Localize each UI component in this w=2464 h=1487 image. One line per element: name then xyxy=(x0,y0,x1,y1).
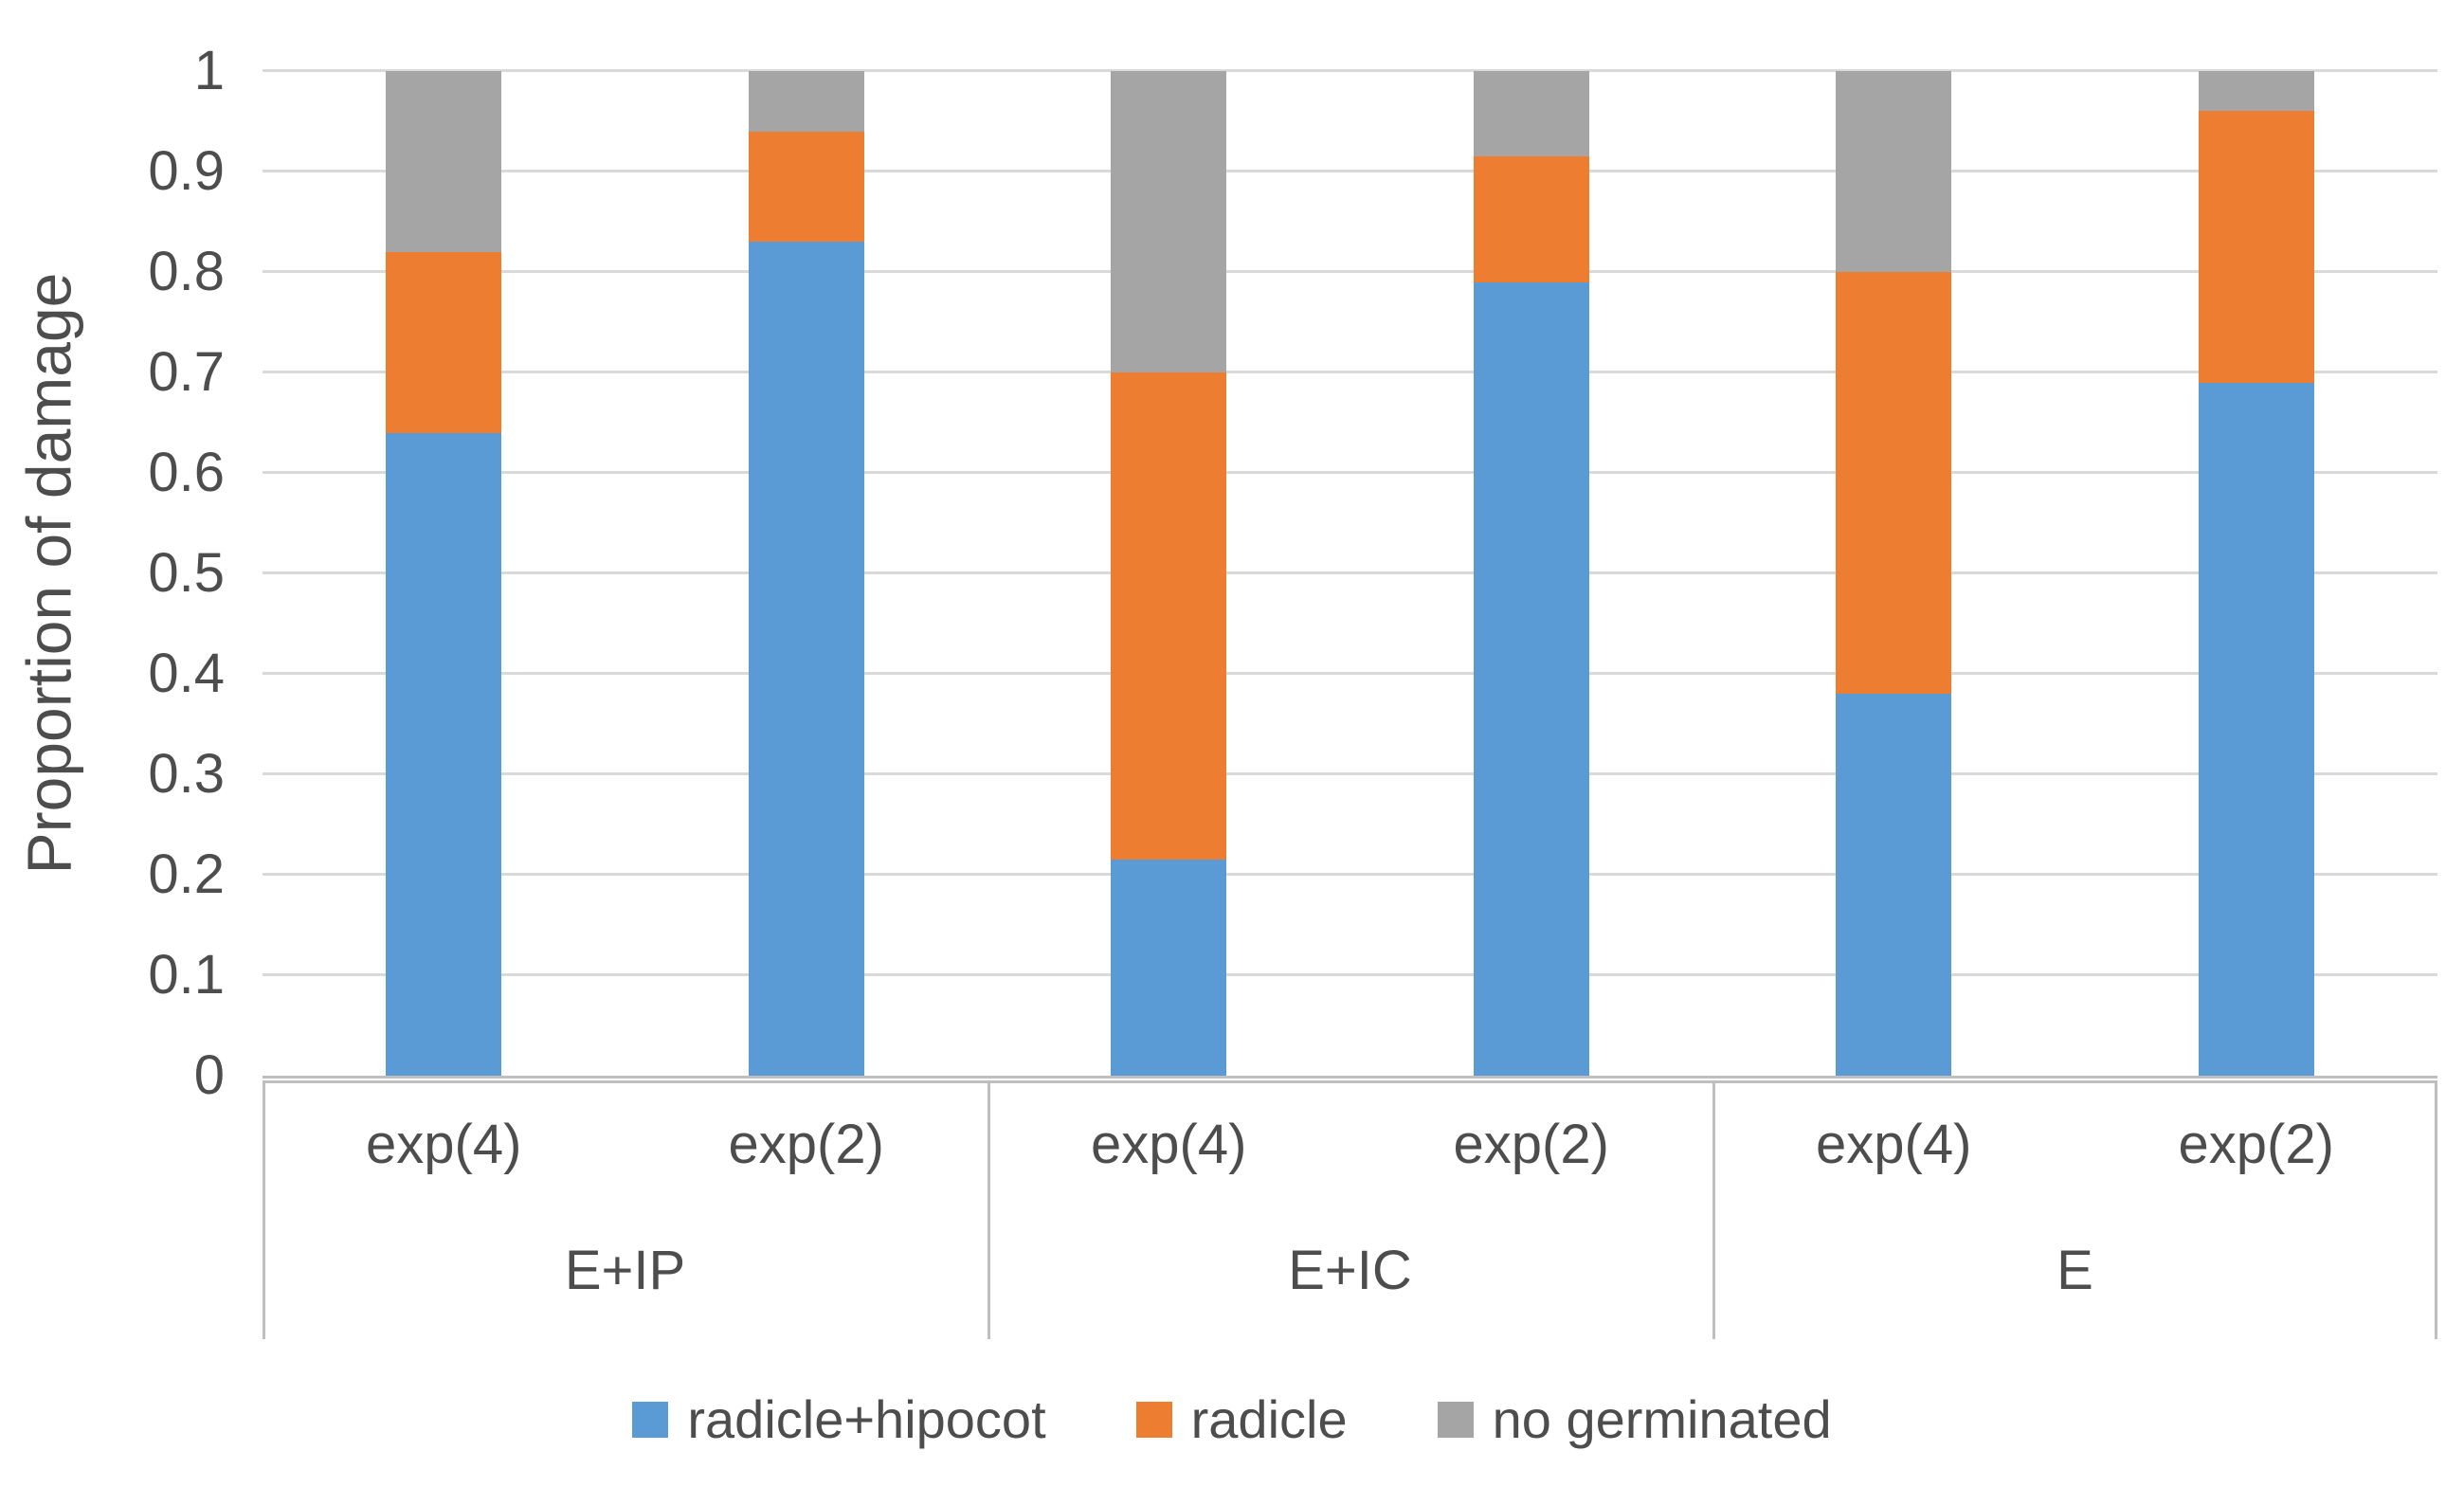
bar-E exp(2) xyxy=(2198,71,2314,1076)
y-tick-label: 0.1 xyxy=(148,944,225,1006)
bar-segment-no germinated xyxy=(1473,71,1589,157)
bar-segment-radicle xyxy=(1473,156,1589,282)
legend: radicle+hipocot radicle no germinated xyxy=(0,1379,2464,1460)
group-label: E xyxy=(2056,1240,2093,1301)
y-tick-label: 0.5 xyxy=(148,542,225,604)
y-tick-label: 0.8 xyxy=(148,241,225,302)
x-axis-category-table: exp(4) exp(2) exp(4) exp(2) exp(4) exp(2) E+I… xyxy=(263,1080,2437,1339)
group-label: E+IC xyxy=(1288,1240,1412,1301)
bar-segment-radicle xyxy=(386,251,502,433)
bar-segment-radicle+hipocot xyxy=(1111,860,1227,1076)
legend-item-no germinated: no germinated xyxy=(1437,1388,1832,1450)
bar-segment-radicle+hipocot xyxy=(748,242,864,1076)
y-tick-label: 0.7 xyxy=(148,341,225,403)
bar-E+IC exp(2) xyxy=(1473,71,1589,1076)
legend-swatch-icon xyxy=(632,1401,669,1438)
subcategory-label: exp(2) xyxy=(2178,1113,2334,1175)
gridline xyxy=(263,69,2437,72)
bar-segment-radicle xyxy=(1836,272,1952,695)
gridline xyxy=(263,471,2437,474)
bar-segment-radicle xyxy=(1111,372,1227,861)
gridline xyxy=(263,170,2437,172)
bar-segment-radicle xyxy=(2198,111,2314,383)
bar-segment-radicle+hipocot xyxy=(386,432,502,1076)
legend-label: no germinated xyxy=(1492,1389,1832,1449)
y-tick-label: 1 xyxy=(193,40,225,101)
gridline xyxy=(263,571,2437,574)
y-axis-tick-labels: 0 0.1 0.2 0.3 0.4 0.5 0.6 0.7 0.8 0.9 1 xyxy=(0,43,225,1104)
subcategory-label: exp(2) xyxy=(728,1113,884,1175)
gridline xyxy=(263,672,2437,675)
legend-label: radicle+hipocot xyxy=(687,1389,1046,1449)
gridline xyxy=(263,270,2437,273)
bar-E exp(4) xyxy=(1836,71,1952,1076)
gridline xyxy=(263,973,2437,976)
subcategory-label: exp(4) xyxy=(366,1113,522,1175)
legend-label: radicle xyxy=(1190,1389,1348,1449)
legend-item-radicle+hipocot: radicle+hipocot xyxy=(632,1388,1046,1450)
subcategory-label-row: exp(4) exp(2) exp(4) exp(2) exp(4) exp(2) xyxy=(263,1083,2437,1205)
bar-segment-no germinated xyxy=(2198,71,2314,112)
y-tick-label: 0.6 xyxy=(148,442,225,503)
bar-segment-no germinated xyxy=(748,71,864,132)
bar-segment-radicle xyxy=(748,131,864,243)
gridline xyxy=(263,873,2437,876)
subcategory-label: exp(4) xyxy=(1091,1113,1247,1175)
y-tick-label: 0.3 xyxy=(148,743,225,805)
bar-segment-no germinated xyxy=(386,71,502,252)
bar-segment-radicle+hipocot xyxy=(2198,382,2314,1076)
bar-segment-no germinated xyxy=(1836,71,1952,273)
gridline xyxy=(263,371,2437,373)
y-tick-label: 0.4 xyxy=(148,643,225,704)
bar-segment-radicle+hipocot xyxy=(1473,281,1589,1076)
bar-segment-radicle+hipocot xyxy=(1836,694,1952,1076)
plot-area xyxy=(263,69,2437,1079)
bar-segment-no germinated xyxy=(1111,71,1227,373)
legend-item-radicle: radicle xyxy=(1135,1388,1348,1450)
y-tick-label: 0 xyxy=(193,1044,225,1106)
category-divider xyxy=(1712,1080,1715,1339)
bar-E+IP exp(2) xyxy=(748,71,864,1076)
bar-E+IC exp(4) xyxy=(1111,71,1227,1076)
y-tick-label: 0.2 xyxy=(148,843,225,905)
category-divider xyxy=(987,1080,990,1339)
category-divider xyxy=(263,1080,265,1339)
legend-swatch-icon xyxy=(1437,1401,1474,1438)
y-tick-label: 0.9 xyxy=(148,140,225,202)
group-label-row: E+IP E+IC E xyxy=(263,1205,2437,1336)
legend-swatch-icon xyxy=(1135,1401,1172,1438)
subcategory-label: exp(4) xyxy=(1816,1113,1972,1175)
bar-E+IP exp(4) xyxy=(386,71,502,1076)
gridline xyxy=(263,772,2437,775)
category-divider xyxy=(2435,1080,2437,1339)
group-label: E+IP xyxy=(564,1240,686,1301)
subcategory-label: exp(2) xyxy=(1453,1113,1609,1175)
